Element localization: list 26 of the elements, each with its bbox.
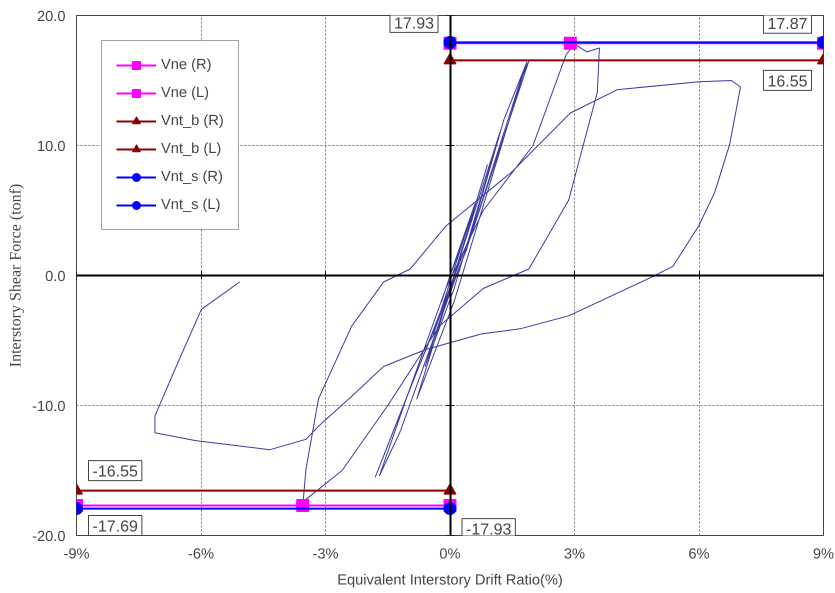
x-axis-title: Equivalent Interstory Drift Ratio(%): [337, 572, 563, 588]
x-tick-label: -3%: [312, 546, 339, 562]
x-tick-label: 9%: [812, 546, 834, 562]
legend-label: Vnt_s (R): [161, 169, 223, 185]
y-axis-title: Interstory Shear Force (tonf): [8, 184, 24, 368]
annotation: -17.93: [466, 522, 512, 539]
annotation: -17.69: [92, 518, 138, 536]
legend-label: Vne (L): [161, 85, 210, 101]
legend-label: Vne (R): [161, 57, 212, 73]
y-tick-label: 20.0: [36, 9, 66, 25]
legend-label: Vnt_b (R): [161, 113, 224, 129]
x-tick-label: -6%: [188, 546, 214, 562]
y-tick-label: 0.0: [45, 269, 66, 285]
x-tick-label: 3%: [564, 546, 586, 562]
legend-label: Vnt_s (L): [161, 197, 220, 213]
annotation: 16.55: [767, 73, 808, 90]
y-tick-label: -10.0: [32, 399, 66, 415]
legend-label: Vnt_b (L): [161, 141, 222, 157]
x-tick-label: 6%: [688, 546, 710, 562]
annotation: -16.55: [92, 464, 138, 481]
annotation: 17.93: [394, 15, 434, 32]
annotation: 17.87: [767, 16, 808, 34]
y-tick-label: 10.0: [36, 139, 66, 155]
y-tick-label: -20.0: [32, 529, 66, 545]
x-tick-label: 0%: [439, 546, 461, 562]
x-tick-label: -9%: [63, 546, 90, 562]
